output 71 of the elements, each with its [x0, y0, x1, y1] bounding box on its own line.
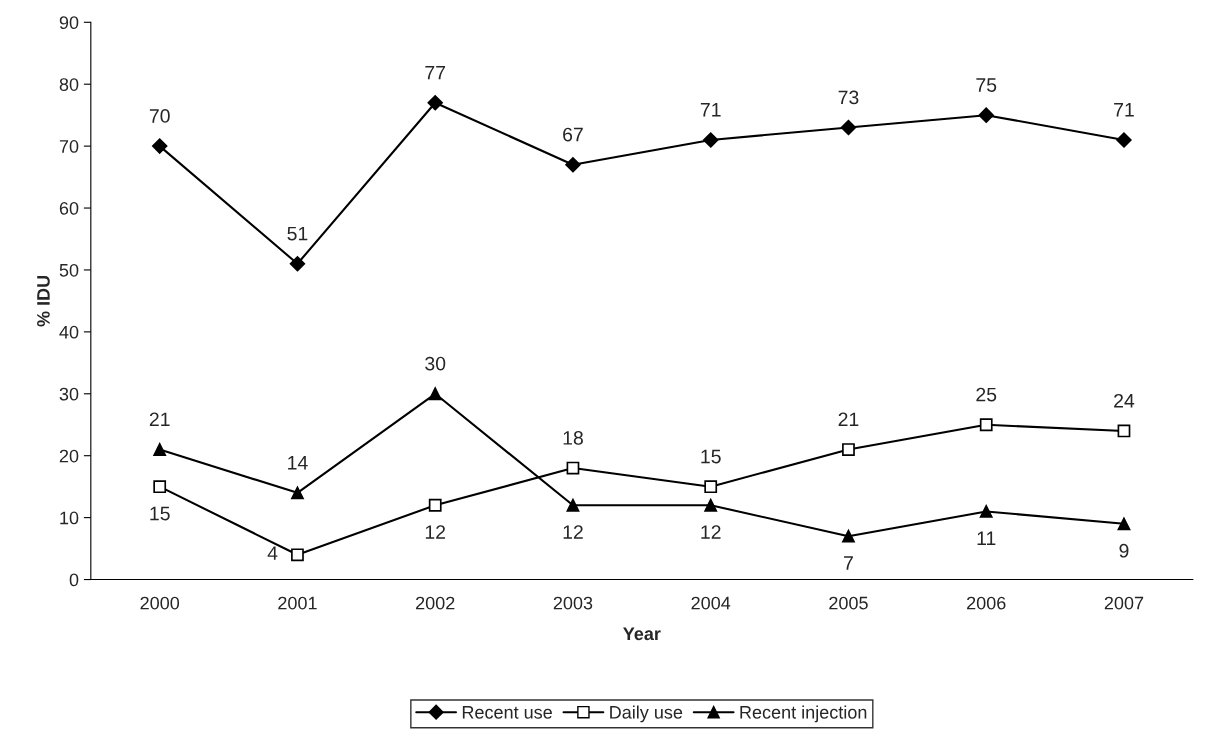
data-label: 25 [976, 387, 997, 402]
point [840, 119, 857, 136]
data-label: 71 [700, 103, 721, 117]
x-axis-title: Year [623, 627, 661, 641]
point [565, 156, 581, 173]
point [428, 387, 442, 401]
data-label: 70 [149, 109, 170, 123]
legend-label: Daily use [610, 705, 683, 723]
point [1117, 517, 1131, 531]
y-axis-title: % IDU [37, 275, 50, 327]
y-tick-label: 20 [59, 449, 79, 463]
data-label: 73 [838, 90, 859, 105]
point [704, 498, 718, 512]
data-label: 15 [701, 449, 721, 464]
point [1117, 424, 1131, 438]
point [842, 443, 855, 456]
point [704, 480, 718, 494]
point [978, 107, 994, 123]
x-tick-label: 2007 [1104, 596, 1144, 610]
data-label: 77 [425, 65, 446, 80]
y-tick-label: 70 [59, 140, 79, 153]
point [428, 498, 442, 512]
data-label: 4 [267, 546, 278, 560]
point [842, 529, 855, 543]
point [289, 256, 306, 272]
y-tick-label: 0 [69, 573, 79, 587]
point [566, 461, 580, 475]
point [566, 498, 580, 512]
point [979, 418, 993, 432]
y-tick-label: 50 [59, 263, 79, 277]
y-tick-label: 80 [59, 78, 79, 91]
x-tick-label: 2002 [416, 596, 455, 610]
data-label: 15 [150, 506, 170, 521]
x-tick-label: 2003 [553, 596, 593, 610]
point [153, 443, 167, 456]
x-tick-label: 2004 [691, 596, 731, 610]
point [291, 548, 304, 562]
data-label: 12 [425, 525, 446, 539]
data-label: 12 [701, 525, 721, 539]
data-label: 11 [977, 531, 996, 545]
y-tick-label: 10 [60, 511, 79, 525]
point [979, 505, 993, 518]
x-tick-label: 2005 [829, 596, 868, 610]
data-label: 18 [563, 431, 583, 445]
data-label: 75 [976, 78, 997, 92]
y-tick-label: 30 [59, 387, 79, 401]
data-label: 30 [425, 356, 446, 371]
x-tick-label: 2001 [278, 596, 317, 610]
legend-label: Recent injection [740, 705, 867, 723]
data-label: 14 [288, 456, 308, 470]
data-label: 67 [563, 127, 583, 142]
x-tick-label: 2000 [140, 596, 180, 610]
data-label: 21 [149, 412, 170, 427]
y-tick-label: 60 [59, 201, 79, 215]
legend-label: Recent use [462, 706, 552, 719]
y-tick-label: 90 [59, 16, 79, 30]
point [151, 138, 168, 154]
data-label: 9 [1119, 543, 1129, 558]
data-label: 21 [838, 412, 859, 427]
point [1116, 132, 1132, 148]
point [291, 486, 304, 500]
data-label: 12 [563, 525, 583, 539]
x-tick-label: 2006 [967, 596, 1006, 610]
data-label: 51 [287, 226, 308, 241]
data-label: 7 [844, 556, 853, 570]
point [427, 95, 443, 111]
data-label: 71 [1114, 103, 1134, 117]
data-label: 24 [1114, 393, 1135, 408]
point [702, 132, 719, 148]
y-tick-label: 40 [59, 325, 79, 339]
point [153, 480, 167, 494]
